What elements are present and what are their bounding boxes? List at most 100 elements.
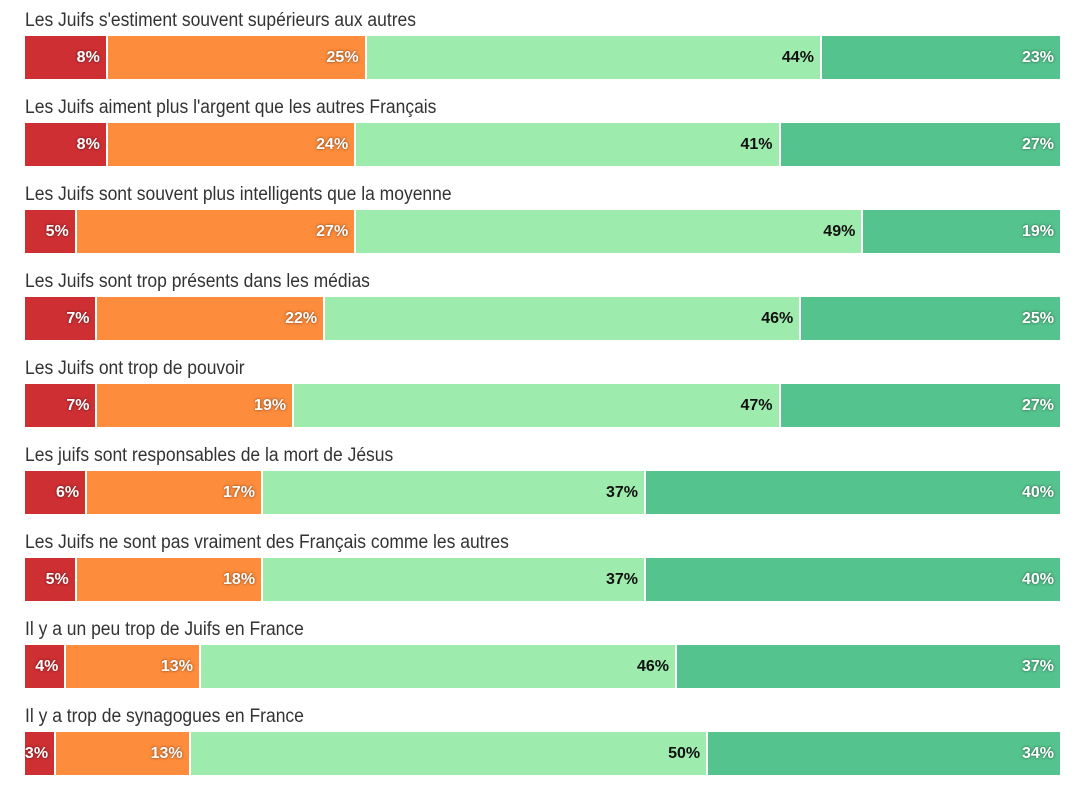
data-label: 6% [55, 484, 80, 501]
data-label: 13% [160, 658, 193, 675]
bar-segment: 46% [325, 297, 802, 340]
row-label: Les Juifs sont trop présents dans les mé… [25, 271, 370, 292]
row-label: Il y a trop de synagogues en France [25, 706, 304, 727]
row-label: Les Juifs aiment plus l'argent que les a… [25, 97, 437, 118]
data-label: 3% [24, 745, 49, 762]
data-label: 34% [1021, 745, 1054, 762]
data-label: 25% [1021, 310, 1054, 327]
data-label: 17% [223, 484, 256, 501]
data-label: 19% [254, 397, 287, 414]
chart-row: Il y a trop de synagogues en France 3% 13%… [0, 706, 1090, 776]
bar-segment: 34% [708, 732, 1060, 775]
row-label: Les juifs sont responsables de la mort d… [25, 445, 394, 466]
bar-segment: 25% [107, 36, 367, 79]
stacked-bar: 3% 13% 50% 34% [25, 732, 1060, 775]
bar-segment: 40% [646, 471, 1060, 514]
chart-row: Les Juifs sont souvent plus intelligents… [0, 184, 1090, 254]
row-label: Il y a un peu trop de Juifs en France [25, 619, 304, 640]
bar-segment: 18% [76, 558, 264, 601]
data-label: 22% [285, 310, 318, 327]
bar-segment: 19% [97, 384, 295, 427]
bar-segment: 5% [25, 558, 77, 601]
stacked-bar: 8% 25% 44% 23% [25, 36, 1060, 79]
data-label: 40% [1021, 571, 1054, 588]
bar-segment: 25% [801, 297, 1060, 340]
stacked-bar: 6% 17% 37% 40% [25, 471, 1060, 514]
stacked-bar: 7% 22% 46% 25% [25, 297, 1060, 340]
chart-row: Les Juifs ne sont pas vraiment des Franç… [0, 532, 1090, 602]
bar-segment: 6% [25, 471, 88, 514]
data-label: 8% [76, 136, 100, 153]
bar-segment: 17% [87, 471, 264, 514]
chart-row: Il y a un peu trop de Juifs en France 4% 1… [0, 619, 1090, 689]
row-label: Les Juifs ont trop de pouvoir [25, 358, 245, 379]
chart-row: Les Juifs sont trop présents dans les mé… [0, 271, 1090, 341]
chart-row: Les Juifs ont trop de pouvoir 7% 19% 47% 27% [0, 358, 1090, 428]
bar-segment: 4% [25, 645, 67, 688]
data-label: 27% [316, 223, 349, 240]
bar-segment: 41% [356, 123, 781, 166]
data-label: 37% [605, 571, 638, 588]
data-label: 24% [316, 136, 349, 153]
data-label: 7% [66, 397, 90, 414]
bar-segment: 37% [677, 645, 1060, 688]
data-label: 40% [1021, 484, 1054, 501]
data-label: 7% [66, 310, 90, 327]
bar-segment: 8% [25, 36, 108, 79]
bar-segment: 46% [200, 645, 678, 688]
stacked-bar: 8% 24% 41% 27% [25, 123, 1060, 166]
data-label: 8% [76, 49, 100, 66]
chart-row: Les juifs sont responsables de la mort d… [0, 445, 1090, 515]
bar-segment: 23% [821, 36, 1060, 79]
bar-segment: 13% [56, 732, 191, 775]
bar-segment: 8% [25, 123, 108, 166]
bar-segment: 7% [25, 297, 98, 340]
data-label: 41% [740, 136, 773, 153]
data-label: 27% [1021, 397, 1054, 414]
data-label: 50% [668, 745, 701, 762]
bar-segment: 13% [66, 645, 201, 688]
data-label: 4% [35, 658, 59, 675]
bar-segment: 19% [863, 210, 1060, 253]
data-label: 49% [823, 223, 856, 240]
bar-segment: 37% [263, 471, 646, 514]
bar-segment: 24% [107, 123, 357, 166]
bar-segment: 40% [646, 558, 1060, 601]
data-label: 46% [761, 310, 794, 327]
stacked-bar: 5% 27% 49% 19% [25, 210, 1060, 253]
bar-segment: 44% [366, 36, 822, 79]
bar-segment: 49% [356, 210, 864, 253]
data-label: 37% [605, 484, 638, 501]
row-label: Les Juifs s'estiment souvent supérieurs … [25, 10, 417, 31]
bar-segment: 5% [25, 210, 77, 253]
data-label: 23% [1021, 49, 1054, 66]
data-label: 44% [781, 49, 814, 66]
data-label: 25% [326, 49, 359, 66]
data-label: 19% [1021, 223, 1054, 240]
chart-row: Les Juifs s'estiment souvent supérieurs … [0, 10, 1090, 80]
stacked-bar: 7% 19% 47% 27% [25, 384, 1060, 427]
data-label: 37% [1021, 658, 1054, 675]
bar-segment: 50% [190, 732, 709, 775]
bar-segment: 37% [263, 558, 646, 601]
bar-segment: 27% [780, 384, 1060, 427]
bar-segment: 27% [76, 210, 357, 253]
stacked-bar: 5% 18% 37% 40% [25, 558, 1060, 601]
chart-row: Les Juifs aiment plus l'argent que les a… [0, 97, 1090, 167]
bar-segment: 3% [24, 732, 57, 775]
data-label: 5% [45, 571, 69, 588]
data-label: 18% [223, 571, 256, 588]
data-label: 13% [150, 745, 183, 762]
bar-segment: 7% [25, 384, 98, 427]
data-label: 46% [637, 658, 670, 675]
row-label: Les Juifs sont souvent plus intelligents… [25, 184, 452, 205]
data-label: 5% [45, 223, 69, 240]
stacked-bar: 4% 13% 46% 37% [25, 645, 1060, 688]
data-label: 47% [740, 397, 773, 414]
bar-segment: 22% [97, 297, 326, 340]
bar-segment: 47% [294, 384, 781, 427]
row-label: Les Juifs ne sont pas vraiment des Franç… [25, 532, 509, 553]
bar-segment: 27% [780, 123, 1060, 166]
data-label: 27% [1021, 136, 1054, 153]
